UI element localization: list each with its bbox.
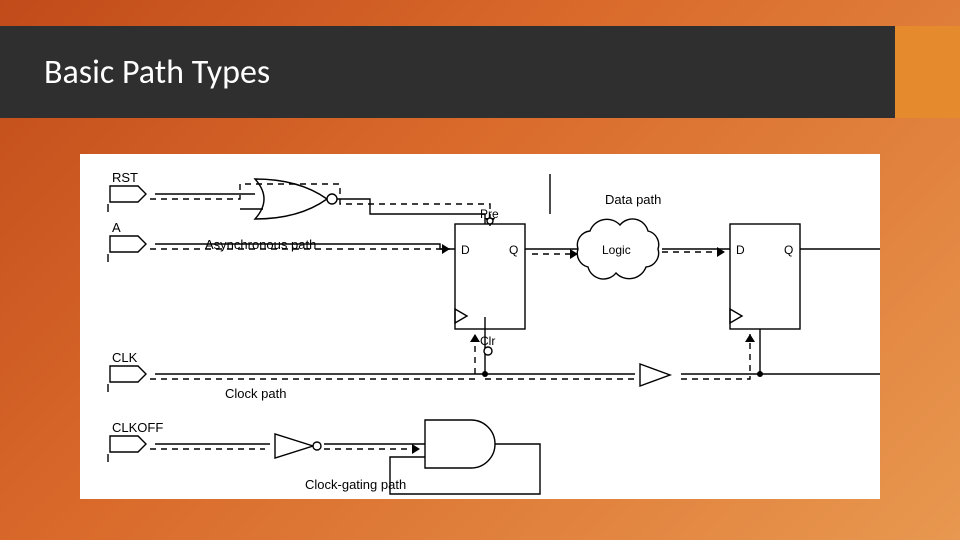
- svg-text:Clock-gating path: Clock-gating path: [305, 477, 406, 492]
- svg-text:Clr: Clr: [480, 334, 495, 348]
- svg-text:Q: Q: [784, 243, 793, 257]
- svg-text:Q: Q: [509, 243, 518, 257]
- svg-text:Asynchronous path: Asynchronous path: [205, 237, 316, 252]
- slide-title: Basic Path Types: [44, 52, 270, 93]
- svg-text:Clock path: Clock path: [225, 386, 286, 401]
- title-accent: [895, 26, 960, 118]
- svg-text:CLK: CLK: [112, 350, 138, 365]
- title-bar: Basic Path Types: [0, 26, 895, 118]
- svg-text:D: D: [736, 243, 745, 257]
- svg-text:RST: RST: [112, 170, 138, 185]
- svg-text:Data path: Data path: [605, 192, 661, 207]
- svg-text:D: D: [461, 243, 470, 257]
- svg-text:Logic: Logic: [602, 243, 631, 257]
- diagram-panel: RSTACLKCLKOFFDQPreClrDQLogicAsynchronous…: [80, 154, 880, 499]
- circuit-diagram: RSTACLKCLKOFFDQPreClrDQLogicAsynchronous…: [80, 154, 880, 499]
- svg-text:CLKOFF: CLKOFF: [112, 420, 163, 435]
- svg-text:A: A: [112, 220, 121, 235]
